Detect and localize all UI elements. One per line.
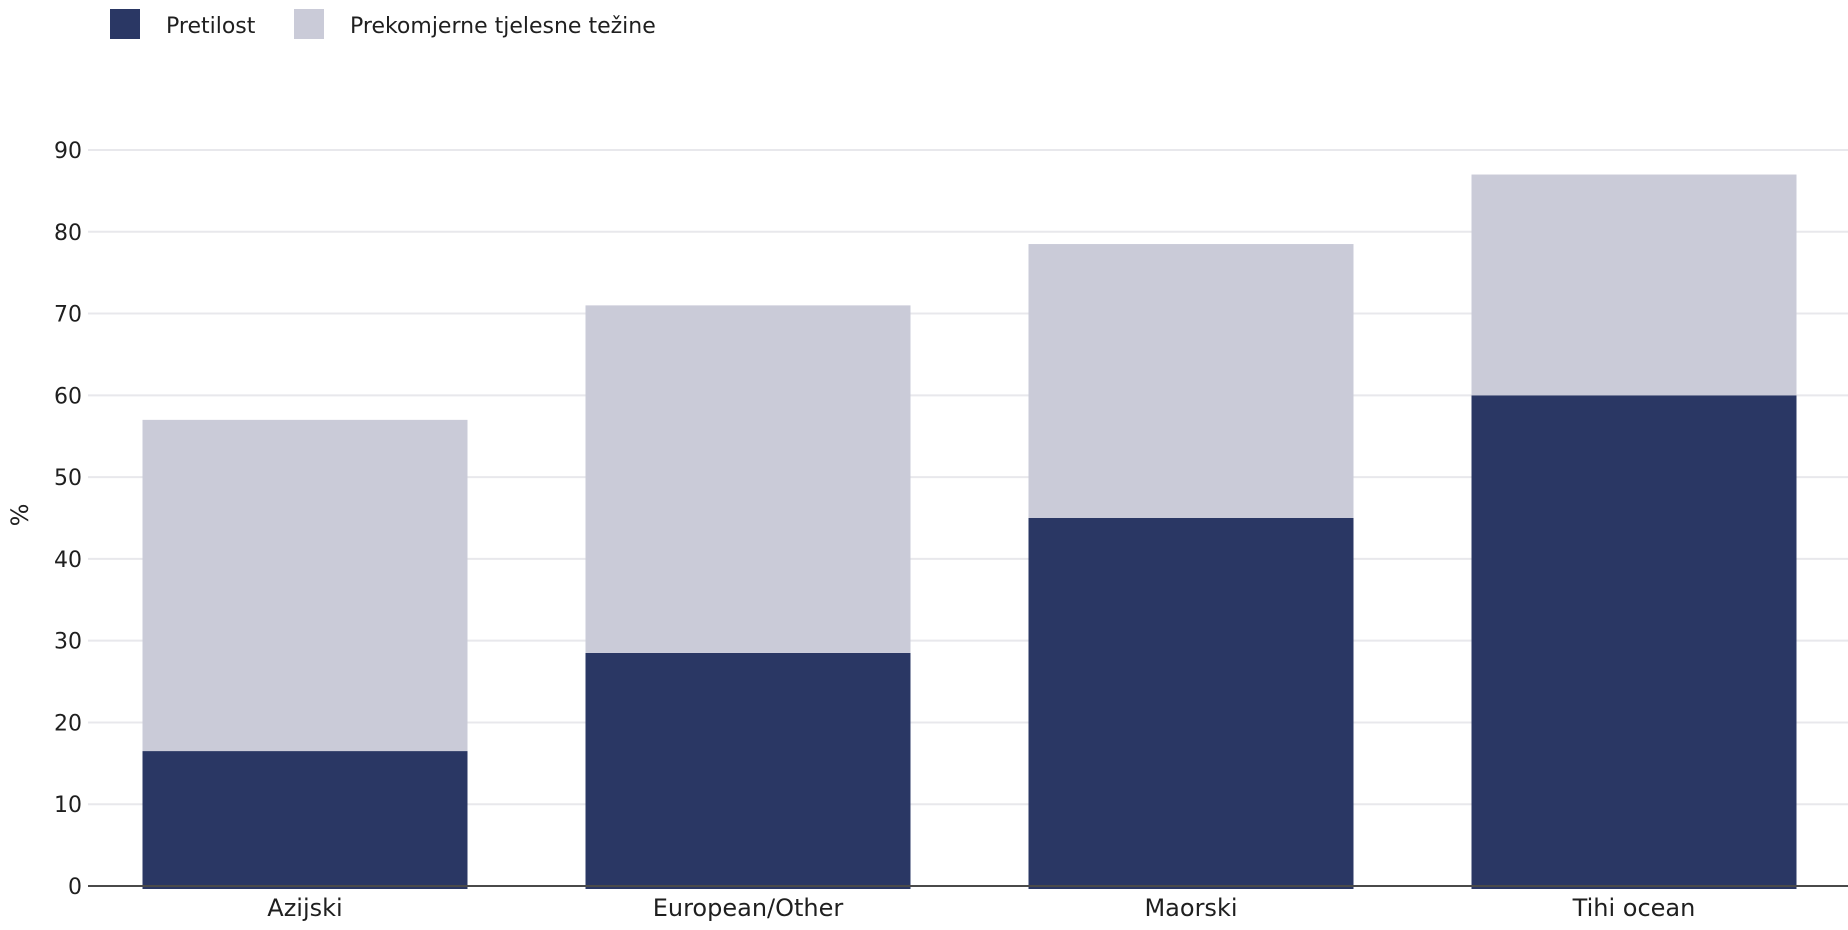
bar-segment-prekomjerne	[585, 305, 911, 653]
y-axis-ticks: 0 10 20 30 40 50 60 70 80 90	[54, 139, 82, 900]
bars	[142, 174, 1797, 889]
x-category-label: Maorski	[1144, 894, 1237, 922]
bar-segment-pretilost	[142, 751, 468, 889]
y-tick-label: 40	[54, 548, 82, 573]
y-tick-label: 80	[54, 221, 82, 246]
bar-segment-prekomjerne	[1471, 174, 1797, 396]
x-category-label: Tihi ocean	[1572, 894, 1696, 922]
x-category-label: European/Other	[653, 894, 844, 922]
legend-label: Prekomjerne tjelesne težine	[350, 14, 656, 39]
y-tick-label: 30	[54, 630, 82, 655]
legend-swatch	[294, 9, 324, 39]
y-tick-label: 20	[54, 711, 82, 736]
legend: Pretilost Prekomjerne tjelesne težine	[110, 9, 656, 39]
x-category-label: Azijski	[267, 894, 342, 922]
bar-segment-pretilost	[1028, 518, 1354, 889]
bar-segment-prekomjerne	[142, 419, 468, 752]
x-axis-labels: Azijski European/Other Maorski Tihi ocean	[267, 894, 1695, 922]
bar-segment-pretilost	[1471, 395, 1797, 889]
y-tick-label: 10	[54, 793, 82, 818]
y-tick-label: 0	[68, 875, 82, 900]
y-tick-label: 90	[54, 139, 82, 164]
legend-label: Pretilost	[166, 14, 256, 39]
bar-segment-pretilost	[585, 652, 911, 889]
y-tick-label: 70	[54, 303, 82, 328]
y-tick-label: 60	[54, 384, 82, 409]
y-axis-title: %	[6, 504, 34, 527]
bar-segment-prekomjerne	[1028, 244, 1354, 519]
legend-swatch	[110, 9, 140, 39]
y-tick-label: 50	[54, 466, 82, 491]
